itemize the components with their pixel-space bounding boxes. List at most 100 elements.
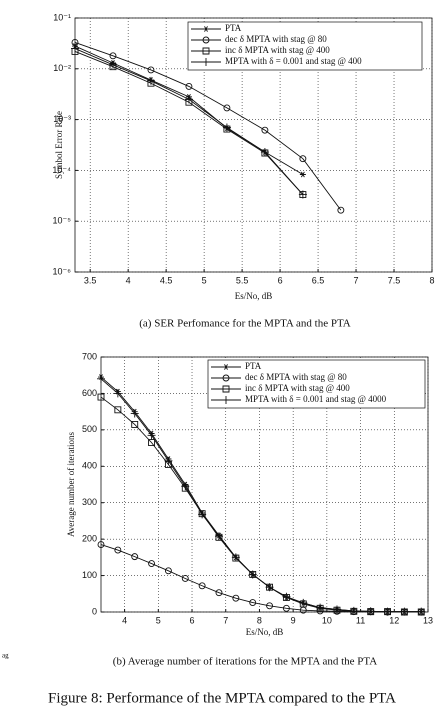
x-axis-label: Es/No, dB (246, 627, 284, 637)
data-point (417, 608, 425, 616)
data-point (249, 599, 257, 606)
x-tick-label: 7 (354, 275, 359, 285)
data-point (222, 123, 231, 132)
data-point (400, 607, 409, 616)
y-tick-label: 300 (82, 497, 97, 507)
data-point (299, 600, 307, 608)
data-point (130, 409, 139, 418)
legend-marker (223, 364, 229, 370)
data-point (223, 125, 231, 133)
x-tick-label: 12 (389, 615, 399, 625)
legend-label: inc δ MPTA with stag @ 400 (225, 45, 330, 55)
legend-label: MPTA with δ = 0.001 and stag @ 4000 (245, 394, 387, 404)
legend-marker (202, 36, 210, 44)
data-point (71, 44, 79, 53)
legend-marker (222, 374, 230, 382)
data-point (146, 76, 155, 85)
data-point (333, 606, 341, 614)
data-point (185, 83, 193, 90)
legend-marker (203, 26, 209, 32)
data-point (164, 461, 172, 468)
data-point (109, 63, 117, 71)
x-tick-label: 4 (122, 615, 127, 625)
y-tick-label: 10⁻¹ (53, 12, 71, 22)
data-point (114, 406, 122, 414)
data-point (337, 206, 345, 214)
x-tick-label: 8 (429, 275, 434, 285)
data-point (148, 439, 156, 447)
x-axis-label: Es/No, dB (235, 291, 273, 301)
x-tick-label: 13 (423, 615, 433, 625)
x-tick-label: 6 (190, 615, 195, 625)
x-tick-label: 10 (322, 615, 332, 625)
data-point (248, 570, 257, 579)
data-point (214, 532, 223, 541)
x-tick-label: 5 (202, 275, 207, 285)
data-point (147, 79, 155, 87)
y-tick-label: 10⁻³ (53, 114, 71, 124)
legend-marker (202, 47, 210, 55)
data-point (367, 608, 375, 616)
legend-label: dec δ MPTA with stag @ 80 (245, 372, 347, 382)
y-tick-label: 100 (82, 570, 97, 580)
legend-label: MPTA with δ = 0.001 and stag @ 400 (225, 56, 362, 66)
x-tick-label: 3.5 (84, 275, 97, 285)
data-point (164, 456, 173, 465)
data-point (299, 171, 306, 178)
data-point (198, 582, 206, 590)
data-point (148, 560, 156, 567)
data-point (261, 126, 269, 134)
y-tick-label: 0 (92, 606, 97, 616)
data-point (97, 541, 105, 548)
data-point (181, 482, 190, 491)
data-point (232, 554, 240, 562)
x-tick-label: 7.5 (388, 275, 401, 285)
axes-frame (74, 17, 433, 273)
data-point (97, 374, 105, 383)
x-tick-label: 11 (356, 615, 365, 625)
axes-frame (100, 356, 429, 613)
data-point (260, 148, 269, 157)
data-point (223, 104, 231, 112)
y-tick-label: 10⁻⁵ (53, 216, 72, 226)
legend-label: PTA (225, 23, 242, 33)
x-tick-label: 6 (278, 275, 283, 285)
data-point (282, 604, 290, 612)
data-point (97, 393, 105, 401)
figure-caption: Figure 8: Performance of the MPTA compar… (48, 690, 396, 706)
legend-box (207, 359, 426, 409)
data-point (266, 583, 274, 591)
x-tick-label: 4.5 (160, 275, 173, 285)
chart-caption: (b) Average number of iterations for the… (113, 656, 377, 668)
x-tick-label: 4 (126, 275, 131, 285)
x-tick-label: 5 (156, 615, 161, 625)
legend-marker (202, 58, 210, 66)
y-tick-label: 500 (82, 424, 97, 434)
y-tick-label: 600 (82, 388, 97, 398)
data-point (131, 420, 139, 428)
data-point (71, 39, 79, 46)
data-point (109, 52, 117, 60)
data-point (131, 553, 139, 561)
data-point (299, 598, 308, 607)
data-point (215, 589, 223, 597)
data-point (113, 389, 122, 398)
data-point (232, 594, 240, 602)
legend-marker (222, 396, 230, 404)
data-point (147, 66, 155, 74)
data-point (299, 155, 307, 163)
x-tick-label: 5.5 (236, 275, 249, 285)
y-tick-label: 700 (82, 351, 97, 361)
data-point (282, 593, 290, 601)
data-point (184, 95, 193, 104)
legend-label: PTA (245, 361, 262, 371)
series-line (74, 42, 342, 211)
legend-label: inc δ MPTA with stag @ 400 (245, 383, 350, 393)
data-point (316, 603, 325, 612)
data-point (299, 191, 307, 198)
data-point (147, 431, 156, 440)
margin-text: ag (2, 652, 9, 660)
data-point (265, 583, 274, 592)
x-tick-label: 9 (291, 615, 296, 625)
